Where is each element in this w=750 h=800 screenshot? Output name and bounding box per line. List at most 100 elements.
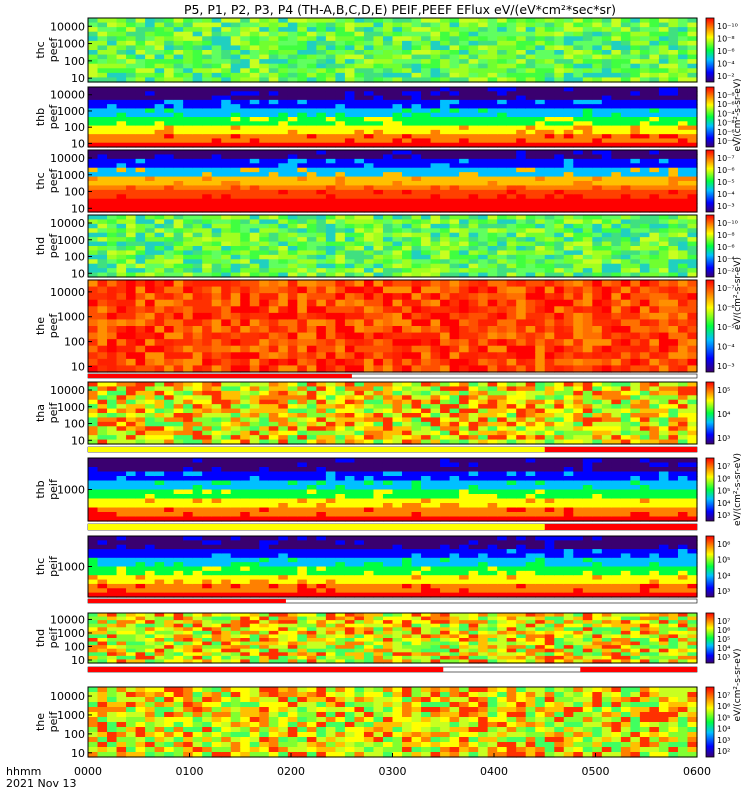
heatmap-cells	[88, 536, 698, 598]
colorbar	[705, 279, 715, 373]
colorbar-tick-label: 10⁷	[717, 462, 730, 471]
x-tick-label: 0200	[277, 765, 305, 778]
colorbar-tick-label: 10⁴	[717, 725, 730, 734]
x-tick-label: 0100	[176, 765, 204, 778]
panel-ylabel: peef	[47, 104, 60, 130]
y-tick-label: 100	[64, 251, 85, 264]
heatmap-cells	[88, 150, 698, 213]
colorbar-tick-label: 10⁻³	[717, 362, 735, 371]
y-tick-label: 100	[64, 640, 85, 653]
panel-frame	[87, 214, 698, 278]
flag-segment	[544, 524, 697, 530]
y-tick-label: 100	[64, 728, 85, 741]
heatmap-cells	[88, 87, 698, 148]
colorbar-tick-label: 10⁵	[717, 556, 730, 565]
colorbar-tick-label: 10⁻⁴	[717, 190, 735, 199]
colorbar-tick-label: 10⁻⁷	[717, 284, 735, 293]
y-tick-label: 10000	[50, 613, 85, 626]
colorbar-tick-label: 10⁻⁵	[717, 178, 735, 187]
colorbar-tick-label: 10³	[717, 653, 730, 662]
date-label: 2021 Nov 13	[6, 777, 76, 790]
colorbar-tick-label: 10⁻⁴	[717, 343, 735, 352]
y-tick-label: 10000	[50, 20, 85, 33]
y-tick-label: 10000	[50, 286, 85, 299]
y-tick-label: 100	[64, 336, 85, 349]
y-tick-label: 10000	[50, 152, 85, 165]
colorbar	[705, 86, 715, 148]
y-tick-label: 10	[71, 267, 85, 280]
colorbar-unit-label: eV/(cm²-s-sr-eV)	[733, 257, 743, 330]
time-axis-label: hhmm	[6, 765, 41, 778]
colorbar-tick-label: 10³	[717, 434, 730, 443]
colorbar-tick-label: 10⁴	[717, 410, 730, 419]
panel-ylabel: thc	[34, 558, 47, 575]
panel-ylabel: peif	[47, 555, 60, 577]
panel-ylabel: thc	[34, 41, 47, 58]
y-tick-label: 10000	[50, 384, 85, 397]
flag-segment	[88, 524, 545, 530]
heatmap-cells	[88, 382, 698, 445]
colorbar-tick-label: 10⁶	[717, 626, 730, 635]
y-tick-label: 100	[64, 121, 85, 134]
x-tick-label: 0300	[379, 765, 407, 778]
flag-segment	[88, 667, 444, 672]
panel-ylabel: thd	[34, 237, 47, 255]
colorbar-tick-label: 10⁻¹⁰	[717, 22, 738, 31]
colorbar-tick-label: 10⁵	[717, 713, 730, 722]
y-tick-label: 100	[64, 55, 85, 68]
x-tick-label: 0500	[582, 765, 610, 778]
heatmap-cells	[88, 280, 698, 373]
y-tick-label: 1000	[57, 38, 85, 51]
panel-ylabel: peef	[47, 37, 60, 63]
colorbar	[705, 535, 715, 598]
x-tick-label: 0000	[74, 765, 102, 778]
y-tick-label: 1000	[57, 484, 85, 497]
y-tick-label: 10000	[50, 690, 85, 703]
colorbar-unit-label: eV/(cm²-s-sr-eV)	[733, 648, 743, 721]
spectrogram-panel: 10000 1000 100 10 thc peef 10⁻¹⁰ 10⁻⁸ 10⁻⁶ 10⁻⁴ 10…	[34, 17, 738, 85]
heatmap-cells	[88, 687, 698, 758]
panel-ylabel: thc	[34, 172, 47, 189]
colorbar-tick-label: 10⁻⁸	[717, 231, 735, 240]
figure-title: P5, P1, P2, P3, P4 (TH-A,B,C,D,E) PEIF,P…	[184, 2, 616, 17]
time-axis: 0000 0100 0200 0300 0400 0500 0600	[74, 753, 711, 778]
colorbar	[705, 612, 715, 664]
y-tick-label: 100	[64, 418, 85, 431]
colorbar-tick-label: 10⁻⁶	[717, 128, 735, 137]
colorbar-tick-label: 10⁻⁶	[717, 304, 735, 313]
colorbar-tick-label: 10⁷	[717, 617, 730, 626]
colorbar-tick-label: 10³	[717, 736, 730, 745]
y-tick-label: 1000	[57, 709, 85, 722]
colorbar-tick-label: 10⁴	[717, 499, 730, 508]
y-tick-label: 10	[71, 654, 85, 667]
colorbar-tick-label: 10⁻⁸	[717, 119, 735, 128]
y-tick-label: 1000	[57, 169, 85, 182]
colorbar-tick-label: 10⁻²	[717, 72, 735, 81]
colorbar	[705, 457, 715, 522]
colorbar-unit-label: eV/(cm²-s-sr-eV)	[733, 453, 743, 526]
panel-ylabel: peif	[47, 711, 60, 733]
panel-ylabel: tha	[34, 404, 47, 422]
heatmap-cells	[88, 18, 698, 83]
panel-ylabel: peif	[47, 402, 60, 424]
panel-frame	[87, 17, 698, 83]
colorbar-tick-label: 10⁻³	[717, 202, 735, 211]
flag-segment	[88, 447, 545, 452]
colorbar-tick-label: 10³	[717, 511, 730, 520]
y-tick-label: 10	[71, 747, 85, 760]
colorbar-tick-label: 10³	[717, 587, 730, 596]
flag-segment	[580, 667, 697, 672]
colorbar-unit-label: eV/(cm²-s-sr-eV)	[733, 78, 743, 151]
colorbar	[705, 381, 715, 445]
colorbar-tick-label: 10⁵	[717, 487, 730, 496]
colorbar-tick-label: 10⁵	[717, 635, 730, 644]
flag-segment	[88, 374, 352, 378]
colorbar-tick-label: 10⁻⁴	[717, 60, 735, 69]
x-tick-label: 0600	[683, 765, 711, 778]
heatmap-cells	[88, 458, 698, 522]
colorbar-tick-label: 10⁻⁵	[717, 323, 735, 332]
